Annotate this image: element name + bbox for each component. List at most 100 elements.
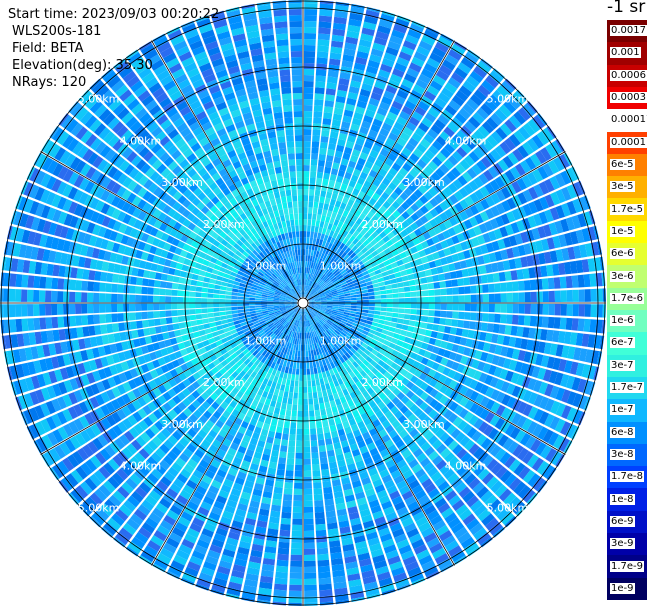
range-gate bbox=[522, 451, 534, 465]
range-gate bbox=[171, 310, 178, 317]
range-gate bbox=[333, 379, 340, 387]
range-gate bbox=[186, 34, 201, 45]
range-gate bbox=[251, 103, 262, 112]
range-gate bbox=[267, 295, 274, 299]
range-gate bbox=[171, 238, 180, 247]
range-gate bbox=[292, 262, 296, 269]
range-gate bbox=[359, 171, 368, 180]
range-gate bbox=[274, 262, 280, 269]
range-gate bbox=[415, 354, 424, 363]
range-gate bbox=[226, 283, 234, 288]
range-gate bbox=[303, 530, 315, 537]
range-gate bbox=[213, 303, 220, 308]
range-gate bbox=[236, 390, 244, 399]
range-gate bbox=[177, 240, 186, 249]
range-gate bbox=[214, 218, 223, 227]
range-gate bbox=[237, 185, 246, 194]
range-gate bbox=[201, 474, 213, 485]
range-gate bbox=[355, 163, 364, 172]
range-gate bbox=[336, 423, 344, 431]
range-gate bbox=[111, 411, 122, 424]
range-gate bbox=[215, 320, 222, 326]
range-gate bbox=[294, 307, 299, 312]
range-gate bbox=[45, 277, 53, 289]
range-gate bbox=[304, 320, 306, 327]
range-gate bbox=[252, 349, 259, 357]
range-gate bbox=[289, 566, 302, 573]
range-gate bbox=[301, 273, 303, 279]
range-gate bbox=[278, 142, 287, 149]
range-gate bbox=[318, 27, 331, 35]
range-gate bbox=[232, 395, 241, 404]
range-gate bbox=[319, 309, 326, 313]
range-gate bbox=[247, 423, 256, 432]
range-gate bbox=[368, 310, 375, 314]
range-gate bbox=[33, 232, 42, 246]
range-gate bbox=[192, 490, 205, 501]
range-gate bbox=[18, 395, 29, 410]
range-gate bbox=[377, 401, 386, 410]
range-gate bbox=[187, 403, 197, 413]
range-gate bbox=[303, 243, 306, 250]
range-gate bbox=[572, 304, 579, 317]
range-gate bbox=[187, 222, 196, 231]
range-gate bbox=[301, 261, 303, 267]
range-gate bbox=[87, 314, 95, 325]
range-gate bbox=[232, 202, 241, 211]
range-gate bbox=[351, 480, 362, 489]
range-gate bbox=[334, 329, 341, 335]
range-gate bbox=[303, 416, 309, 423]
range-gate bbox=[593, 334, 602, 349]
range-gate bbox=[173, 478, 185, 489]
range-gate bbox=[266, 379, 273, 387]
range-gate bbox=[232, 564, 246, 573]
range-gate bbox=[107, 476, 120, 489]
range-gate bbox=[303, 404, 309, 411]
range-gate bbox=[345, 343, 352, 350]
range-gate bbox=[21, 362, 31, 377]
range-gate bbox=[291, 303, 297, 305]
range-gate bbox=[0, 304, 4, 318]
range-gate bbox=[286, 270, 291, 277]
range-gate bbox=[266, 64, 278, 72]
range-gate bbox=[87, 152, 99, 165]
range-gate bbox=[258, 508, 270, 517]
range-gate bbox=[240, 345, 247, 352]
range-gate bbox=[266, 436, 274, 444]
range-gate bbox=[137, 241, 146, 251]
range-gate bbox=[396, 339, 404, 347]
range-gate bbox=[361, 315, 368, 320]
range-gate bbox=[240, 535, 253, 544]
range-gate bbox=[256, 420, 264, 429]
range-gate bbox=[392, 68, 405, 78]
range-gate bbox=[15, 228, 25, 242]
range-gate bbox=[325, 216, 331, 223]
range-gate bbox=[437, 348, 446, 357]
range-gate bbox=[295, 141, 303, 148]
range-gate bbox=[324, 197, 331, 205]
range-gate bbox=[253, 322, 261, 328]
range-gate bbox=[316, 427, 324, 435]
range-gate bbox=[309, 312, 314, 319]
range-gate bbox=[210, 342, 218, 349]
range-gate bbox=[388, 383, 397, 392]
range-gate bbox=[255, 121, 265, 129]
range-gate bbox=[325, 191, 333, 199]
range-gate bbox=[214, 227, 223, 235]
range-gate bbox=[350, 474, 360, 483]
range-gate bbox=[323, 426, 330, 434]
range-gate bbox=[325, 322, 331, 327]
range-gate bbox=[264, 233, 271, 241]
range-gate bbox=[273, 300, 280, 302]
range-gate bbox=[300, 255, 303, 261]
range-gate bbox=[110, 195, 121, 207]
range-gate bbox=[561, 389, 571, 403]
range-gate bbox=[303, 135, 312, 142]
range-gate bbox=[290, 380, 295, 387]
range-gate bbox=[261, 390, 269, 399]
range-gate bbox=[208, 317, 215, 323]
range-gate bbox=[122, 522, 137, 536]
range-gate bbox=[198, 23, 213, 34]
range-gate bbox=[313, 117, 322, 124]
range-gate bbox=[194, 336, 202, 344]
